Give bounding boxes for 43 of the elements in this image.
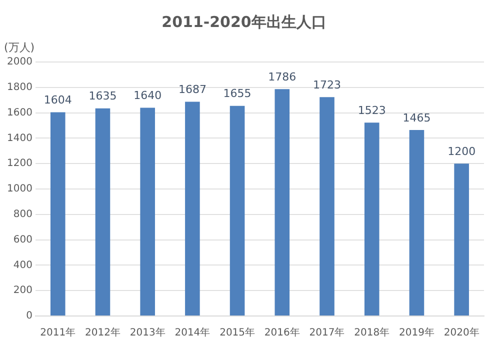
x-tick-label: 2017年 [309,326,345,339]
y-tick-label: 200 [13,285,32,296]
y-tick-label: 400 [13,260,32,271]
x-tick-label: 2011年 [40,326,76,339]
bar [140,108,155,316]
y-tick-label: 1400 [6,132,32,144]
data-label: 1200 [448,144,476,158]
y-axis-title: (万人) [4,40,35,54]
y-tick-label: 1600 [6,107,32,118]
y-tick-label: 1200 [6,158,32,170]
data-label: 1523 [358,104,386,117]
x-tick-label: 2020年 [444,326,480,339]
bar [364,122,380,316]
x-tick-label: 2016年 [264,326,300,339]
data-label: 1723 [313,78,342,92]
y-tick-label: 1800 [6,82,32,93]
chart-title: 2011-2020年出生人口 [162,12,326,31]
y-tick-label: 600 [13,234,32,246]
x-tick-label: 2018年 [354,326,390,339]
y-tick-label: 800 [13,208,32,220]
x-tick-label: 2014年 [174,326,210,339]
y-tick-label: 0 [26,310,32,322]
x-tick-label: 2013年 [130,326,166,339]
data-label: 1640 [134,89,162,102]
bar [320,97,334,316]
data-label: 1786 [268,70,296,84]
bar [185,102,200,316]
bar [95,108,110,316]
y-tick-label: 1000 [6,184,32,195]
bar [409,130,424,316]
data-label: 1635 [88,90,117,103]
bar [274,89,290,316]
data-label: 1655 [223,87,252,100]
data-label: 1604 [44,94,72,107]
x-tick-label: 2015年 [220,326,256,339]
bar [454,164,469,316]
x-tick-label: 2012年 [85,326,120,339]
data-label: 1687 [178,83,206,96]
y-tick-label: 2000 [6,56,32,68]
bar [230,106,245,316]
data-label: 1465 [402,111,431,124]
bar [50,112,66,316]
x-tick-label: 2019年 [398,326,434,339]
